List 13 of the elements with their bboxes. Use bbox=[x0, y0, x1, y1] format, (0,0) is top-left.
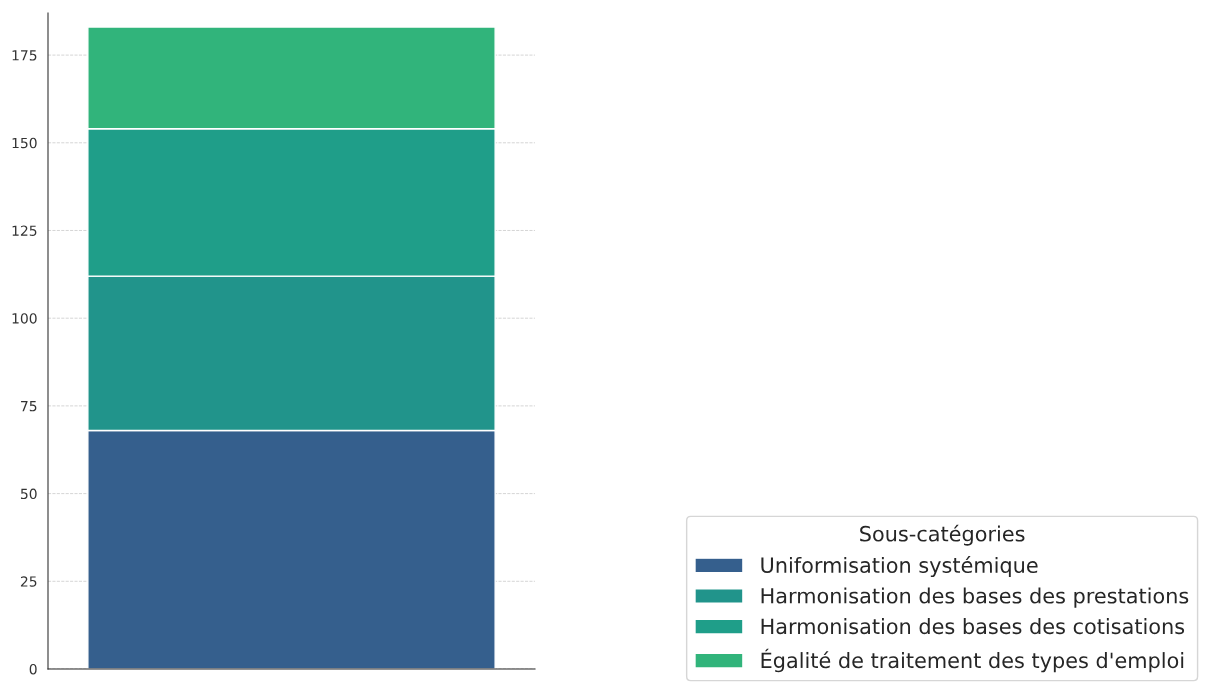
y-tick-label: 125 bbox=[12, 225, 37, 236]
legend-title: Sous-catégories bbox=[860, 524, 1025, 546]
y-tick-label: 175 bbox=[12, 50, 37, 61]
legend-label: Harmonisation des bases des cotisations bbox=[761, 618, 1185, 635]
legend-label: Uniformisation systémique bbox=[761, 556, 1038, 578]
legend-label: Égalité de traitement des types d'emploi bbox=[761, 648, 1184, 673]
y-tick-label: 150 bbox=[12, 137, 37, 149]
y-tick-label: 50 bbox=[20, 488, 37, 500]
y-tick-label: 25 bbox=[20, 576, 37, 587]
y-tick-label: 75 bbox=[21, 401, 37, 412]
y-tick-label: 0 bbox=[29, 663, 37, 675]
legend-label: Harmonisation des bases des prestations bbox=[761, 587, 1189, 608]
y-tick-label: 100 bbox=[12, 313, 37, 324]
